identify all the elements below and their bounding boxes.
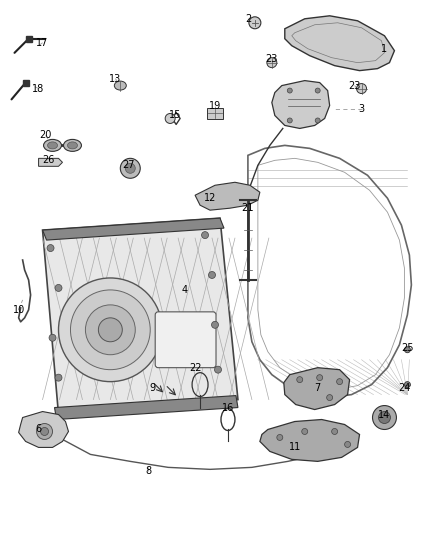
Text: 20: 20 bbox=[39, 131, 52, 140]
Circle shape bbox=[59, 278, 162, 382]
Text: 1: 1 bbox=[381, 44, 388, 54]
Circle shape bbox=[404, 347, 410, 353]
Circle shape bbox=[287, 88, 292, 93]
Circle shape bbox=[345, 441, 350, 447]
Circle shape bbox=[208, 271, 215, 278]
Circle shape bbox=[315, 118, 320, 123]
Text: 27: 27 bbox=[122, 160, 134, 171]
Text: 21: 21 bbox=[242, 203, 254, 213]
Circle shape bbox=[215, 366, 222, 373]
Circle shape bbox=[249, 17, 261, 29]
Circle shape bbox=[315, 88, 320, 93]
Text: 26: 26 bbox=[42, 155, 55, 165]
Circle shape bbox=[277, 434, 283, 440]
Circle shape bbox=[53, 432, 64, 442]
Text: 18: 18 bbox=[32, 84, 45, 94]
Circle shape bbox=[55, 374, 62, 381]
Circle shape bbox=[332, 429, 338, 434]
Circle shape bbox=[302, 429, 308, 434]
Text: 3: 3 bbox=[358, 103, 364, 114]
Circle shape bbox=[267, 58, 277, 68]
Text: 11: 11 bbox=[289, 442, 301, 453]
Circle shape bbox=[212, 321, 219, 328]
Circle shape bbox=[317, 447, 327, 457]
Text: 4: 4 bbox=[182, 285, 188, 295]
Text: 6: 6 bbox=[35, 424, 42, 434]
Circle shape bbox=[297, 377, 303, 383]
Circle shape bbox=[99, 318, 122, 342]
Circle shape bbox=[125, 163, 135, 173]
Circle shape bbox=[287, 118, 292, 123]
Polygon shape bbox=[272, 80, 330, 128]
Circle shape bbox=[120, 158, 140, 178]
Circle shape bbox=[71, 290, 150, 370]
Text: 17: 17 bbox=[36, 38, 49, 48]
Polygon shape bbox=[42, 218, 224, 240]
Text: 23: 23 bbox=[265, 54, 278, 63]
Circle shape bbox=[317, 375, 323, 381]
Text: 16: 16 bbox=[222, 402, 234, 413]
Text: 15: 15 bbox=[169, 110, 181, 120]
Text: 24: 24 bbox=[398, 383, 410, 393]
Polygon shape bbox=[42, 218, 238, 415]
Polygon shape bbox=[19, 411, 68, 447]
Circle shape bbox=[372, 406, 396, 430]
Circle shape bbox=[41, 427, 49, 435]
Polygon shape bbox=[54, 395, 238, 419]
Polygon shape bbox=[260, 419, 360, 462]
Circle shape bbox=[85, 305, 135, 355]
Circle shape bbox=[404, 382, 410, 387]
Text: 13: 13 bbox=[109, 74, 121, 84]
Text: 10: 10 bbox=[13, 305, 25, 315]
Text: 12: 12 bbox=[204, 193, 216, 203]
Ellipse shape bbox=[114, 81, 126, 90]
Text: 2: 2 bbox=[245, 14, 251, 24]
Text: 22: 22 bbox=[189, 362, 201, 373]
Circle shape bbox=[47, 245, 54, 252]
Polygon shape bbox=[195, 182, 260, 210]
Ellipse shape bbox=[67, 142, 78, 149]
Text: 25: 25 bbox=[401, 343, 413, 353]
Polygon shape bbox=[284, 368, 350, 409]
FancyBboxPatch shape bbox=[207, 108, 223, 119]
Ellipse shape bbox=[64, 140, 81, 151]
Circle shape bbox=[55, 285, 62, 292]
Text: 8: 8 bbox=[145, 466, 151, 477]
Ellipse shape bbox=[48, 142, 57, 149]
Circle shape bbox=[201, 232, 208, 239]
Text: 23: 23 bbox=[348, 80, 361, 91]
Ellipse shape bbox=[43, 140, 61, 151]
Polygon shape bbox=[285, 16, 395, 71]
Circle shape bbox=[49, 334, 56, 341]
FancyBboxPatch shape bbox=[155, 312, 216, 368]
Polygon shape bbox=[39, 158, 63, 166]
Circle shape bbox=[37, 424, 53, 439]
Circle shape bbox=[327, 394, 332, 401]
Text: 19: 19 bbox=[209, 101, 221, 110]
Text: 9: 9 bbox=[149, 383, 155, 393]
Circle shape bbox=[165, 114, 175, 124]
Text: 14: 14 bbox=[378, 409, 391, 419]
Circle shape bbox=[337, 378, 343, 385]
Circle shape bbox=[357, 84, 367, 94]
Text: 7: 7 bbox=[314, 383, 321, 393]
Circle shape bbox=[378, 411, 390, 424]
